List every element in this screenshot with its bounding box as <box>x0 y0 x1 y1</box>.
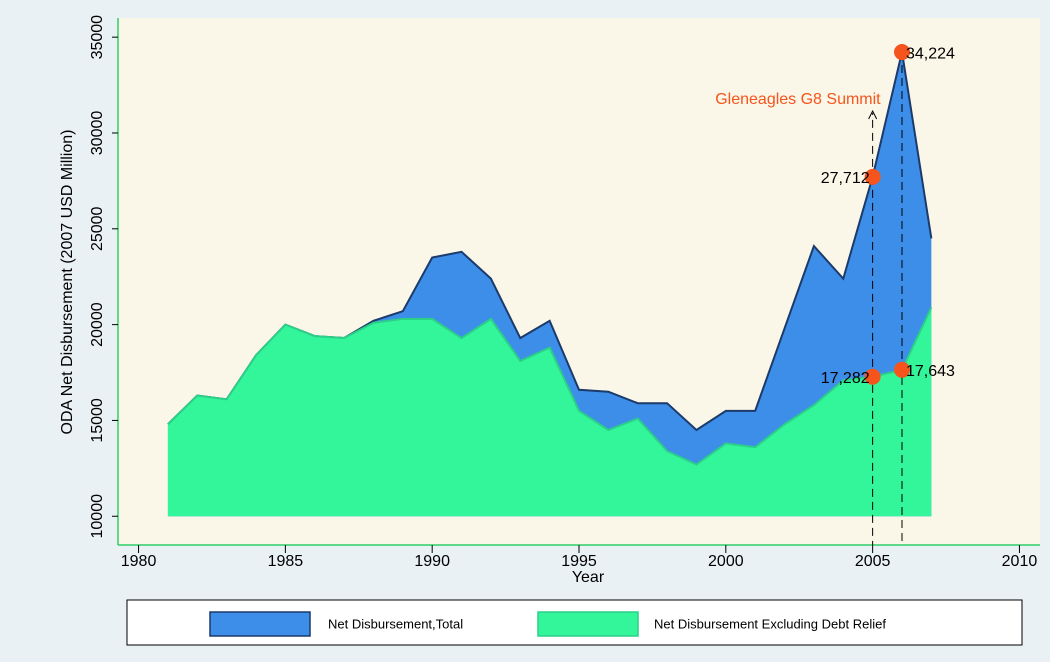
data-label: 27,712 <box>821 170 870 187</box>
y-axis-title: ODA Net Disbursement (2007 USD Million) <box>59 130 76 435</box>
arrow-head <box>868 109 878 120</box>
area <box>167 307 932 517</box>
area-line <box>167 306 933 466</box>
y-tick-label: 30000 <box>89 111 106 156</box>
data-label: 34,224 <box>906 45 955 62</box>
marker <box>893 44 910 61</box>
y-tick-label: 25000 <box>89 206 106 251</box>
marker <box>864 168 881 185</box>
legend-label: Net Disbursement,Total <box>328 616 463 631</box>
x-tick-label: 1985 <box>268 553 304 570</box>
y-tick-label: 20000 <box>89 302 106 347</box>
x-tick-label: 2010 <box>1002 553 1038 570</box>
legend-swatch <box>209 611 311 637</box>
x-tick-label: 1990 <box>414 553 450 570</box>
marker <box>893 361 910 378</box>
legend-label: Net Disbursement Excluding Debt Relief <box>654 616 886 631</box>
x-axis-title: Year <box>572 569 605 586</box>
x-tick-label: 2005 <box>855 553 891 570</box>
legend-swatch <box>537 611 639 637</box>
marker <box>864 368 881 385</box>
y-tick-label: 10000 <box>89 494 106 539</box>
x-tick-label: 1980 <box>121 553 157 570</box>
x-tick-label: 2000 <box>708 553 744 570</box>
data-label: 17,643 <box>906 363 955 380</box>
annotation: Gleneagles G8 Summit <box>715 91 881 108</box>
y-tick-label: 15000 <box>89 398 106 443</box>
y-tick-label: 35000 <box>89 15 106 60</box>
x-tick-label: 1995 <box>561 553 597 570</box>
data-label: 17,282 <box>821 370 870 387</box>
